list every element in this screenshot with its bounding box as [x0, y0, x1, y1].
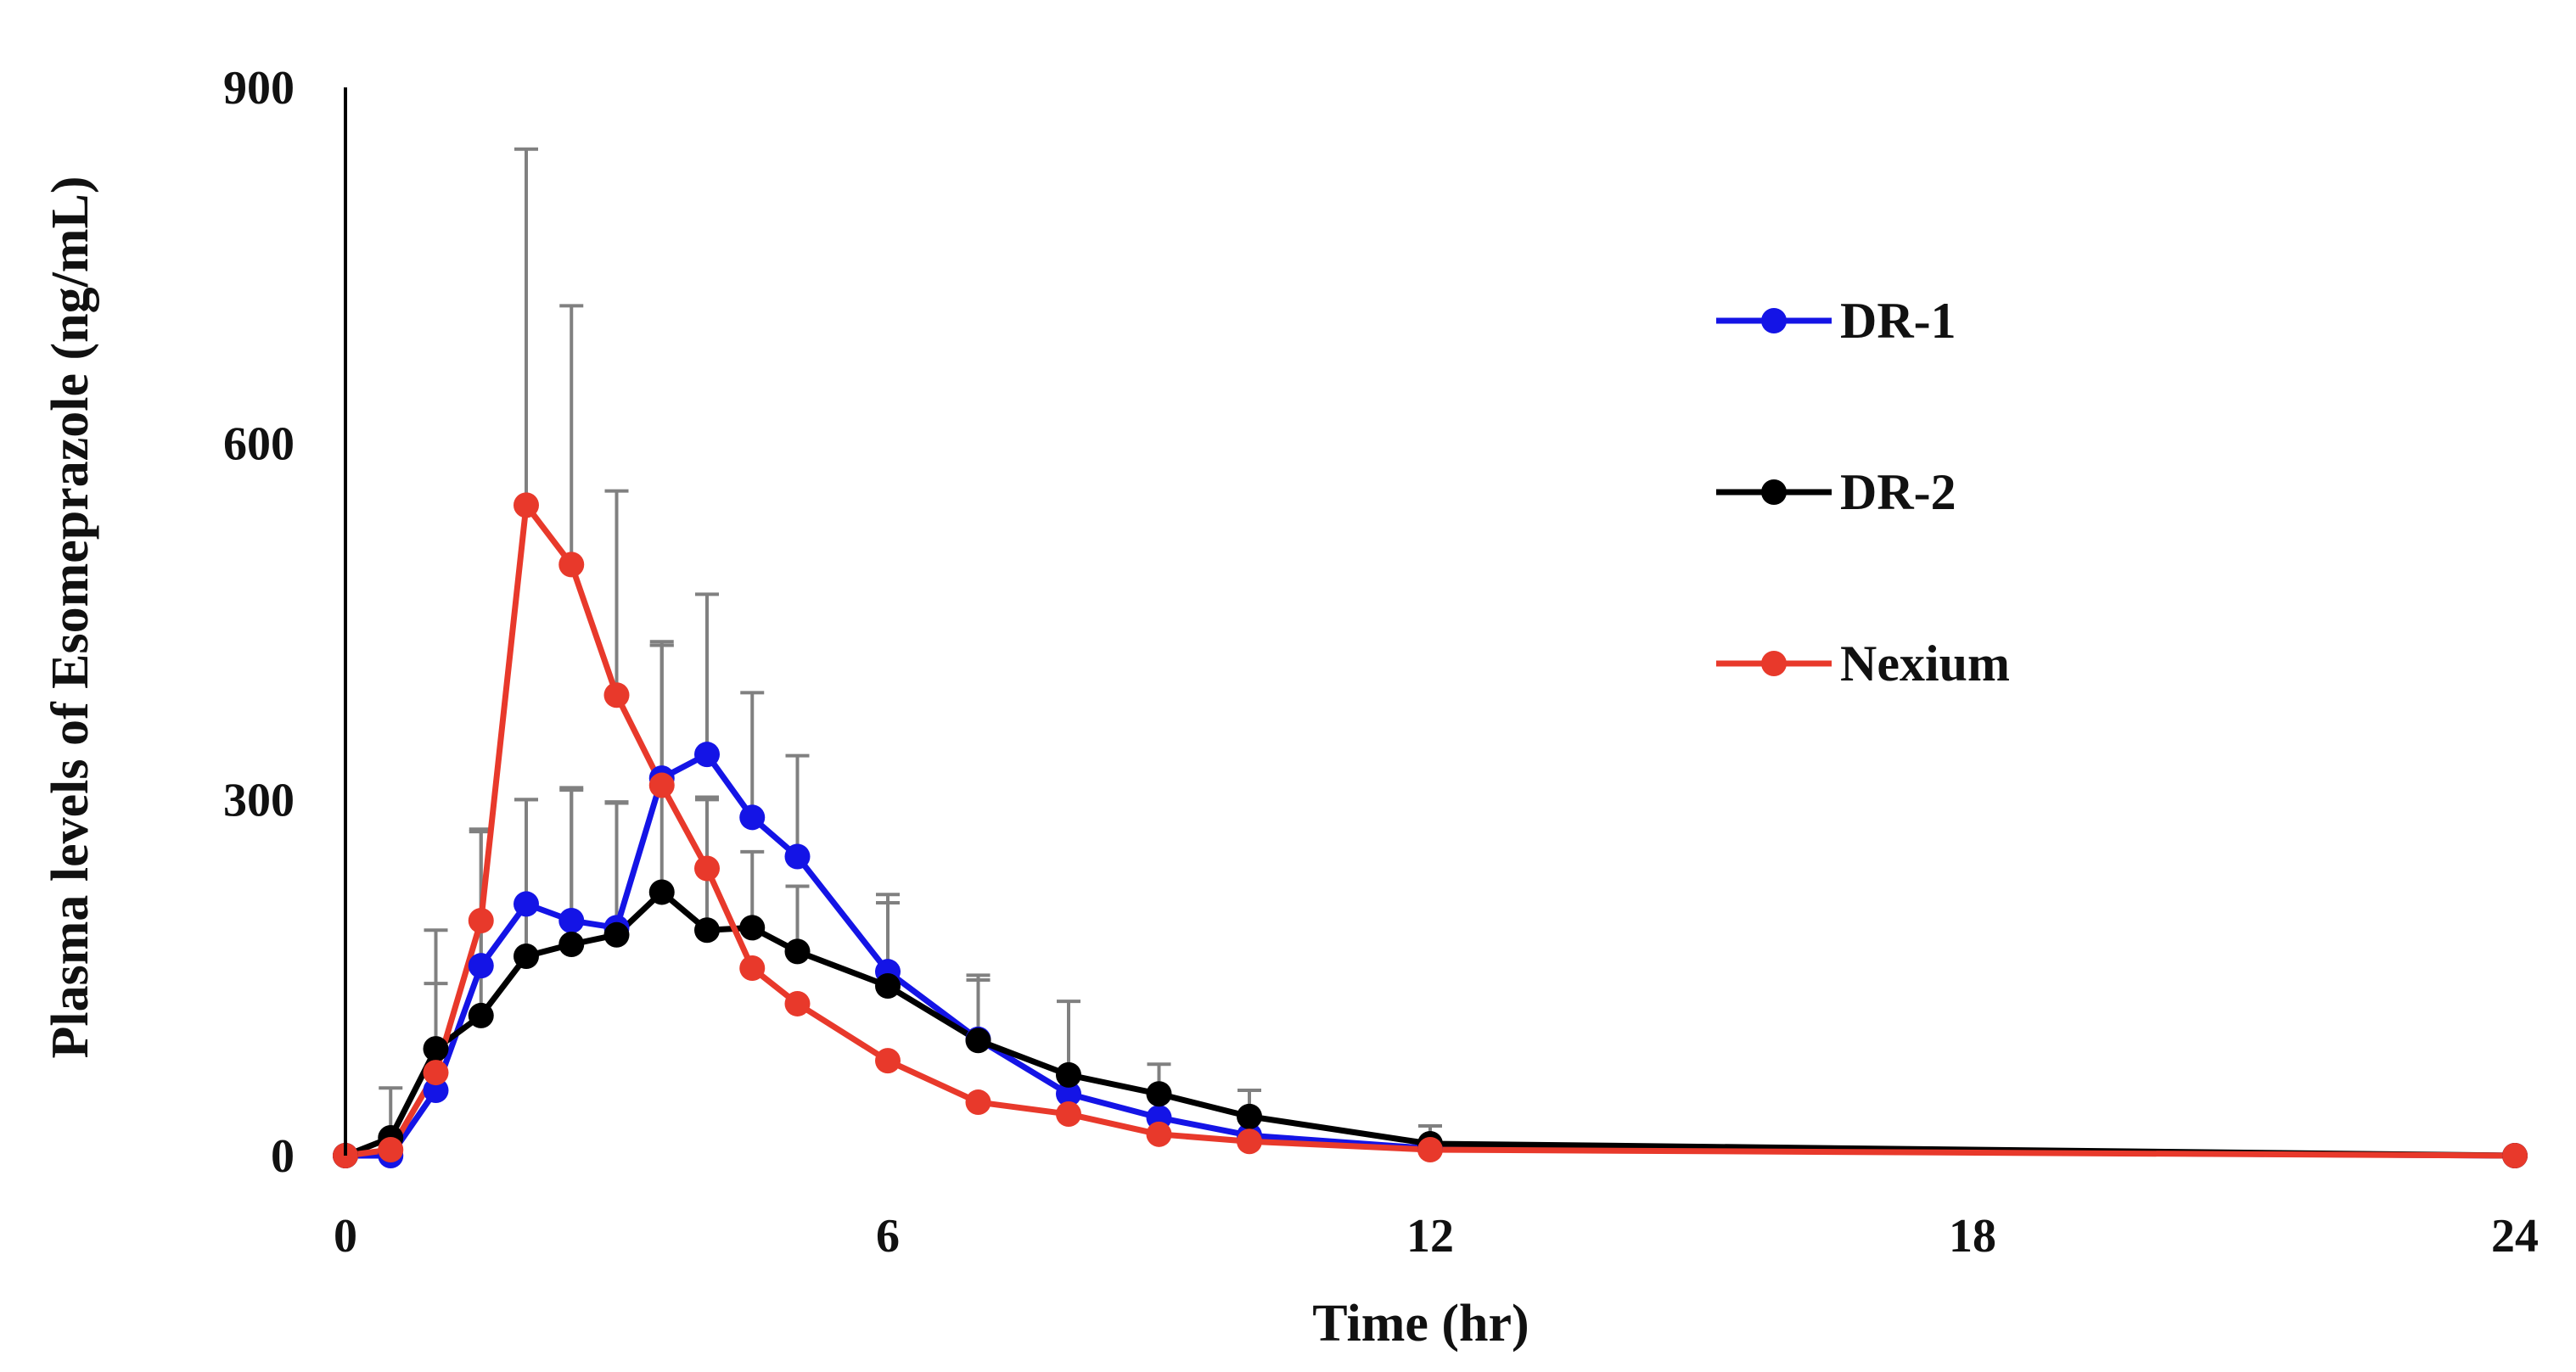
series-lines [344, 501, 2516, 1159]
legend-marker-dr-1 [1761, 308, 1787, 333]
data-point-nexium [1146, 1121, 1172, 1147]
data-point-dr-1 [468, 953, 494, 979]
data-point-dr-1 [784, 843, 811, 870]
data-point-dr-2 [1146, 1081, 1172, 1107]
legend-marker-dr-2 [1761, 479, 1787, 505]
data-point-dr-1 [514, 891, 539, 917]
y-tick-label: 900 [223, 62, 295, 115]
x-tick-label: 0 [334, 1210, 357, 1263]
error-bars [379, 147, 1442, 1145]
data-point-dr-2 [1237, 1103, 1262, 1129]
series-line-nexium [345, 501, 2516, 1159]
data-point-dr-2 [468, 1002, 494, 1028]
data-point-nexium [965, 1089, 991, 1116]
series-line-dr-1 [345, 751, 2516, 1159]
data-point-dr-2 [558, 931, 585, 957]
data-point-dr-2 [423, 1036, 449, 1062]
data-point-dr-1 [739, 804, 766, 831]
data-point-dr-2 [965, 1028, 991, 1054]
data-point-nexium [603, 682, 630, 708]
data-point-dr-2 [603, 921, 630, 948]
data-point-nexium [468, 908, 494, 934]
x-tick-label: 12 [1406, 1210, 1454, 1263]
data-point-nexium [739, 955, 766, 981]
data-point-dr-2 [1056, 1061, 1081, 1088]
data-point-nexium [875, 1048, 901, 1074]
data-point-nexium [423, 1060, 449, 1086]
y-axis-title: Plasma levels of Esomeprazole (ng/mL) [42, 176, 99, 1058]
data-point-dr-1 [1056, 1081, 1081, 1107]
series-line-dr-2 [344, 888, 2516, 1159]
legend-marker-nexium [1761, 651, 1787, 676]
legend-label-nexium: Nexium [1840, 636, 2010, 692]
data-points [333, 492, 2528, 1168]
y-tick-labels: 0 300 600 900 [223, 62, 295, 1183]
legend-label-dr-1: DR-1 [1840, 293, 1956, 349]
data-point-dr-1 [423, 1078, 449, 1104]
data-point-dr-2 [784, 938, 811, 965]
data-point-dr-1 [558, 908, 585, 934]
legend-label-dr-2: DR-2 [1840, 464, 1956, 520]
data-point-dr-2 [739, 915, 766, 941]
data-point-dr-2 [648, 879, 675, 905]
data-point-nexium [648, 772, 675, 798]
x-tick-label: 24 [2491, 1210, 2539, 1263]
data-point-nexium [2502, 1143, 2528, 1168]
legend: DR-1 DR-2 Nexium [1716, 293, 2010, 692]
data-point-nexium [514, 492, 539, 518]
x-tick-label: 6 [876, 1210, 900, 1263]
y-tick-label: 600 [223, 418, 295, 471]
data-point-nexium [1237, 1128, 1262, 1155]
data-point-dr-2 [694, 917, 720, 944]
x-tick-labels: 0 6 12 18 24 [334, 1210, 2539, 1263]
x-tick-label: 18 [1949, 1210, 1996, 1263]
x-axis-title: Time (hr) [1312, 1295, 1529, 1352]
y-tick-label: 0 [271, 1130, 295, 1183]
data-point-dr-1 [694, 742, 720, 768]
y-tick-label: 300 [223, 774, 295, 826]
data-point-dr-2 [875, 972, 901, 999]
data-point-dr-2 [514, 943, 539, 969]
data-point-nexium [1056, 1101, 1081, 1128]
data-point-nexium [1417, 1137, 1443, 1163]
data-point-nexium [558, 552, 585, 578]
data-point-nexium [784, 990, 811, 1016]
data-point-nexium [378, 1137, 404, 1163]
data-point-nexium [694, 855, 720, 882]
